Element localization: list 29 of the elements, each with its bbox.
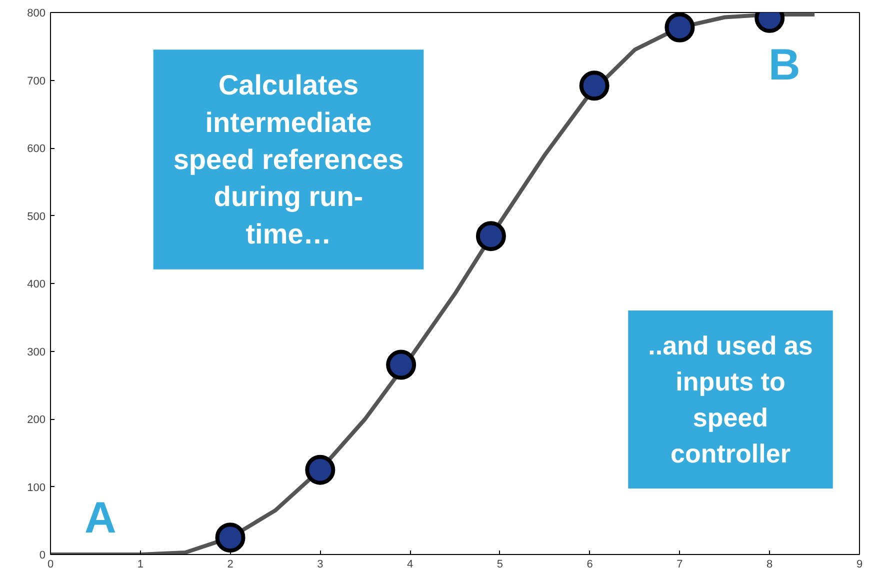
- y-tick-label: 0: [39, 550, 46, 562]
- annotation: ..and used as inputs to speed controller: [648, 330, 813, 468]
- y-tick-label: 200: [27, 414, 46, 426]
- point: [476, 221, 506, 252]
- y-tick-label: 600: [27, 143, 46, 155]
- annotation: Calculates intermediate speed references during run- time…: [173, 70, 404, 250]
- x-tick-label: 7: [676, 558, 683, 570]
- x-tick-label: 1: [137, 558, 144, 570]
- x-tick-label: 8: [766, 558, 773, 570]
- x-tick-label: 2: [227, 558, 234, 570]
- x-tick-label: 0: [47, 558, 54, 570]
- annotation: A: [84, 494, 116, 542]
- x-tick-label: 9: [856, 558, 863, 570]
- x-tick-label: 5: [496, 558, 504, 570]
- y-tick-label: 500: [27, 210, 46, 223]
- y-tick-label: 800: [27, 8, 46, 20]
- x-tick-label: 4: [406, 558, 414, 570]
- x-tick-label: 3: [317, 558, 324, 570]
- point: [386, 350, 416, 380]
- annotation: B: [768, 40, 800, 90]
- point: [579, 70, 610, 101]
- y-tick-label: 100: [27, 482, 46, 494]
- point: [664, 12, 695, 42]
- y-tick-label: 300: [27, 346, 46, 358]
- y-tick-label: 400: [27, 278, 46, 290]
- y-tick-label: 700: [27, 75, 46, 88]
- x-tick-label: 6: [586, 558, 593, 570]
- point: [215, 522, 246, 553]
- point: [305, 454, 336, 485]
